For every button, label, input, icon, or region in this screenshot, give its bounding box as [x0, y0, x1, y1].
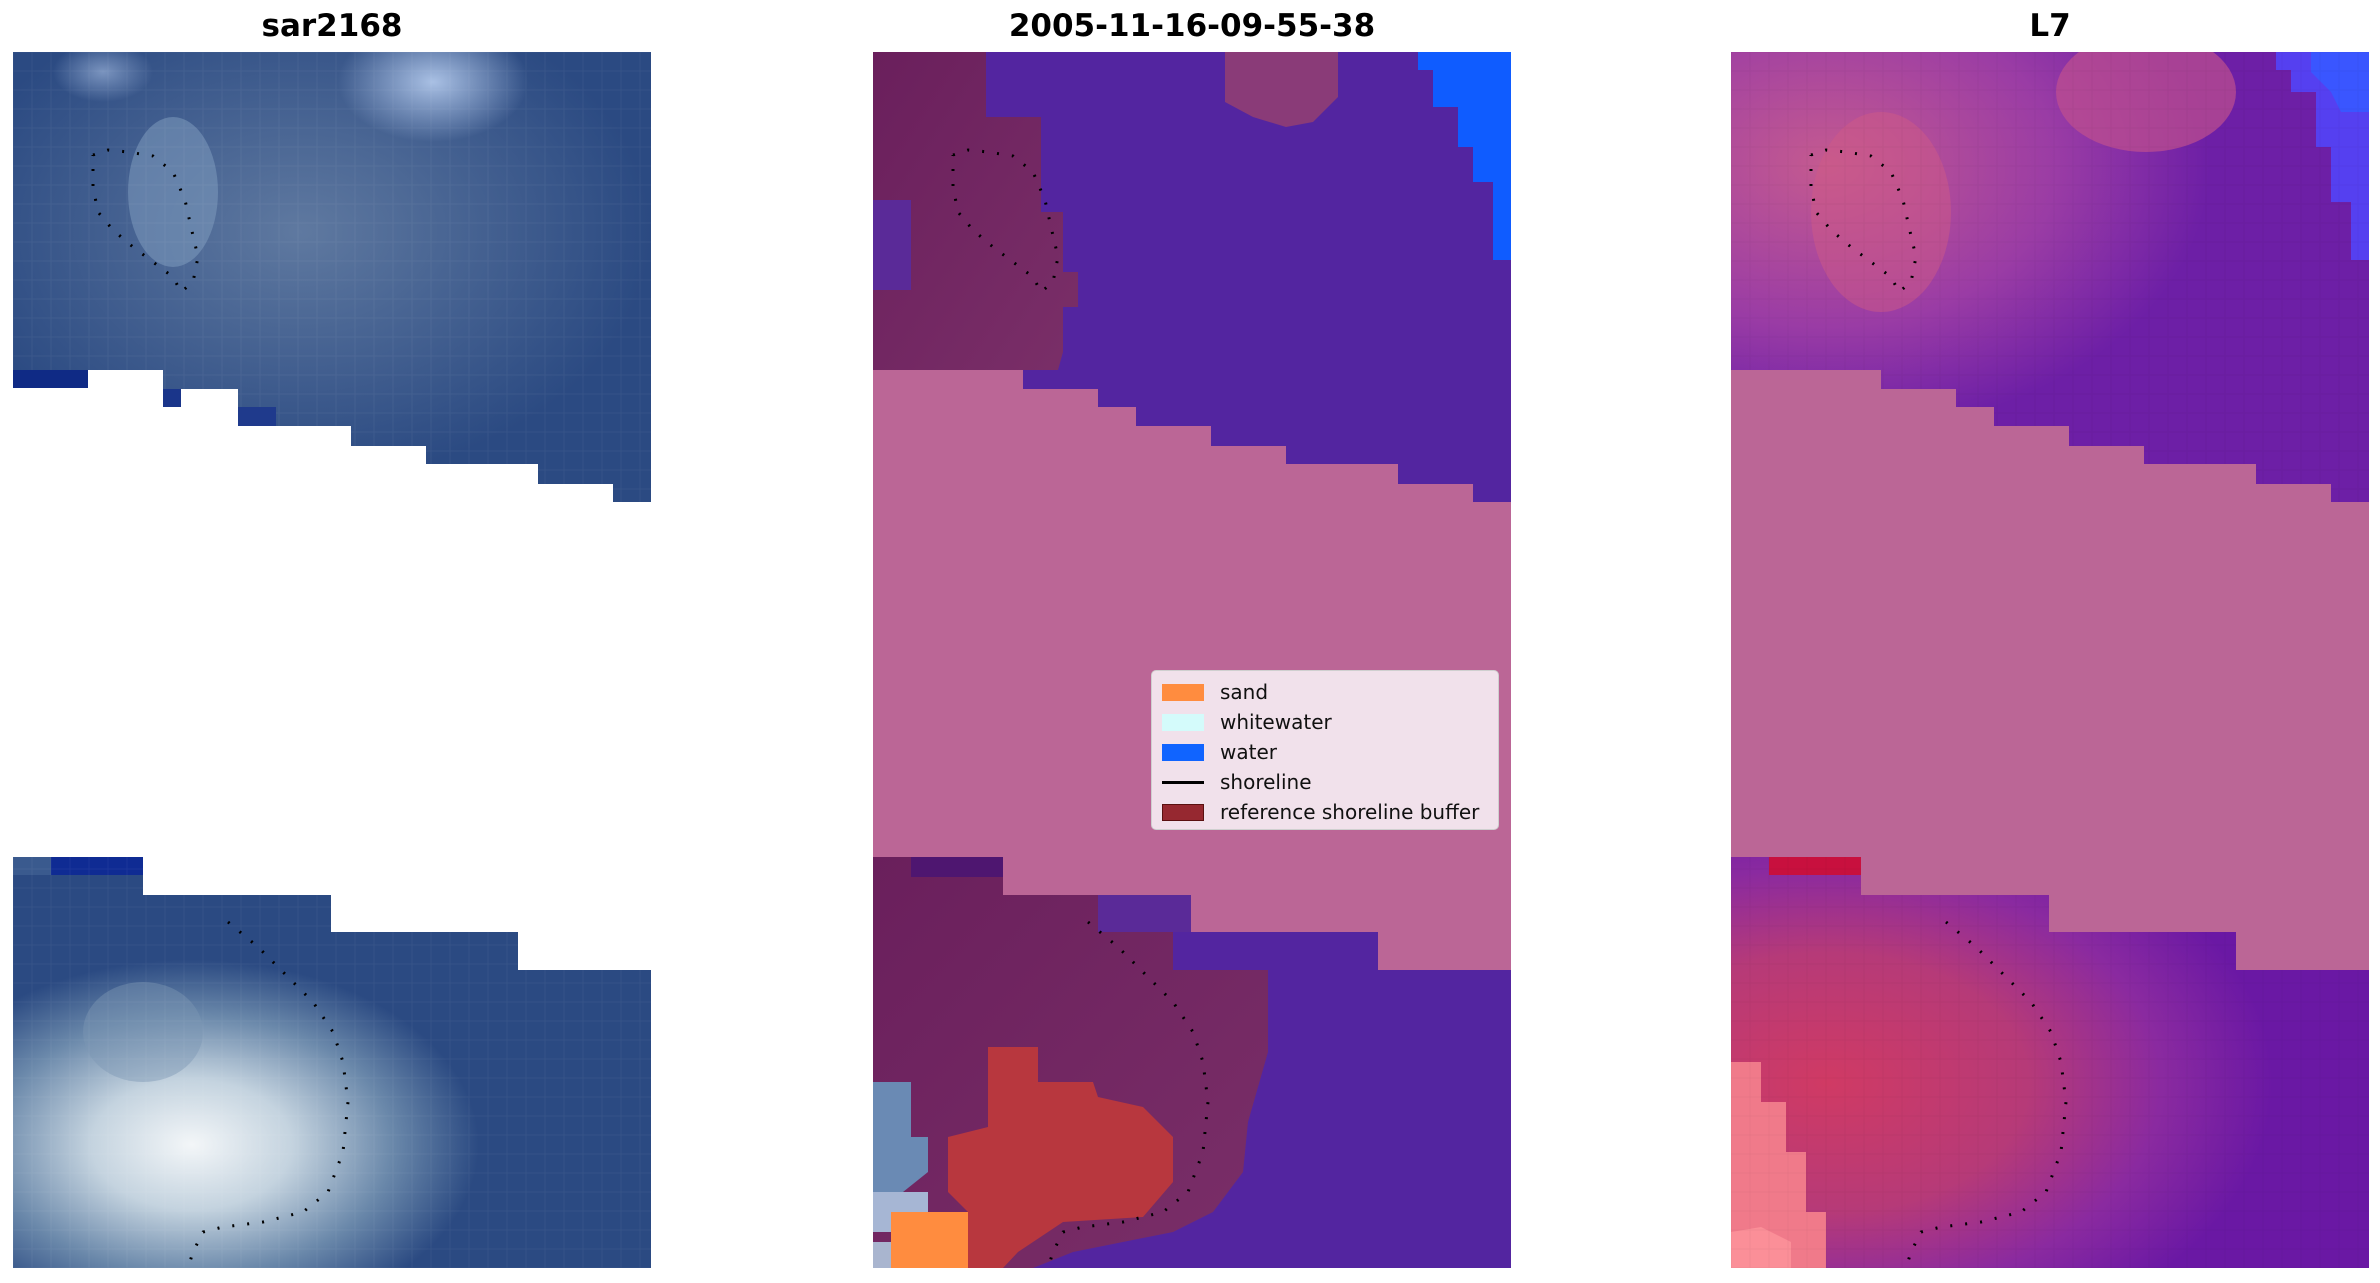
panel-title-rgb: sar2168 — [261, 8, 403, 44]
rgb-satellite-image — [13, 52, 651, 1268]
legend-item-water: water — [1162, 737, 1488, 767]
legend-line-shoreline — [1162, 780, 1204, 784]
panel-title-index: L7 — [2029, 8, 2071, 44]
legend-label: shoreline — [1220, 770, 1312, 794]
legend-item-whitewater: whitewater — [1162, 707, 1488, 737]
legend-label: whitewater — [1220, 710, 1332, 734]
panel-title-classified: 2005-11-16-09-55-38 — [1008, 8, 1376, 44]
legend-item-sand: sand — [1162, 677, 1488, 707]
legend-swatch-sand — [1162, 683, 1204, 701]
legend-swatch-water — [1162, 743, 1204, 761]
legend-label: reference shoreline buffer — [1220, 800, 1480, 824]
classified-image — [873, 52, 1511, 1268]
legend-swatch-reference-buffer — [1162, 803, 1204, 821]
legend-swatch-whitewater — [1162, 713, 1204, 731]
legend-label: sand — [1220, 680, 1269, 704]
legend-item-reference-buffer: reference shoreline buffer — [1162, 797, 1488, 827]
l7-index-image — [1731, 52, 2369, 1268]
legend-item-shoreline: shoreline — [1162, 767, 1488, 797]
legend: sand whitewater water shoreline referenc… — [1151, 670, 1499, 830]
legend-label: water — [1220, 740, 1277, 764]
